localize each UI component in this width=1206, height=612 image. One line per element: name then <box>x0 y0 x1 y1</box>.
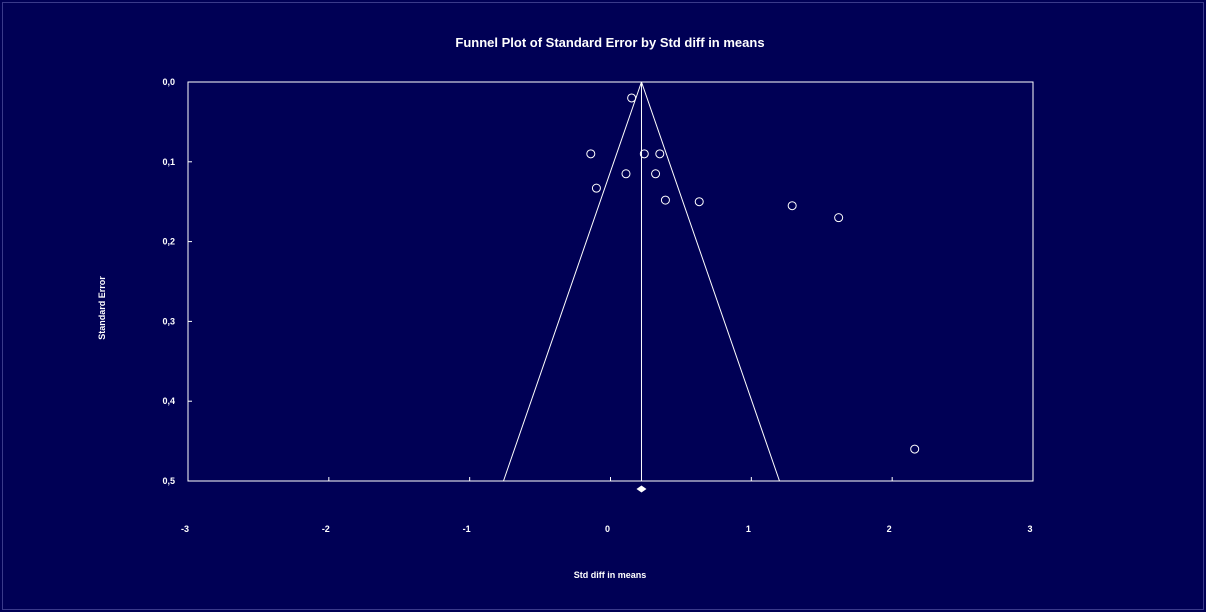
y-tick-label: 0,5 <box>162 476 175 486</box>
x-axis: -3 -2 -1 0 1 2 3 <box>181 477 1034 534</box>
plot-area <box>187 81 1034 482</box>
data-point <box>910 444 920 454</box>
y-tick-label: 0,4 <box>162 396 175 406</box>
data-points <box>586 93 920 454</box>
y-tick-label: 0,1 <box>162 157 175 167</box>
x-axis-label: Std diff in means <box>574 570 647 580</box>
data-point <box>660 195 670 205</box>
funnel-lines <box>502 81 780 493</box>
x-tick-label: -2 <box>322 524 330 534</box>
funnel-left-line <box>502 81 642 482</box>
data-point <box>639 149 649 159</box>
x-tick-label: -1 <box>463 524 471 534</box>
data-point <box>834 213 844 223</box>
y-axis-label: Standard Error <box>97 276 107 340</box>
funnel-right-line <box>641 81 780 482</box>
x-tick-label: -3 <box>181 524 189 534</box>
data-point <box>627 93 637 103</box>
data-point <box>586 149 596 159</box>
data-point <box>655 149 665 159</box>
y-tick-label: 0,2 <box>162 237 175 247</box>
x-tick-label: 3 <box>1027 524 1032 534</box>
data-point <box>591 183 601 193</box>
y-axis: 0,0 0,1 0,2 0,3 0,4 0,5 <box>162 77 192 486</box>
chart-title: Funnel Plot of Standard Error by Std dif… <box>455 35 764 50</box>
summary-diamond <box>636 485 647 493</box>
y-tick-label: 0,0 <box>162 77 175 87</box>
data-point <box>651 169 661 179</box>
data-point <box>621 169 631 179</box>
y-tick-label: 0,3 <box>162 316 175 326</box>
data-point <box>694 197 704 207</box>
x-tick-label: 0 <box>605 524 610 534</box>
x-tick-label: 1 <box>746 524 751 534</box>
x-tick-label: 2 <box>887 524 892 534</box>
data-point <box>787 201 797 211</box>
